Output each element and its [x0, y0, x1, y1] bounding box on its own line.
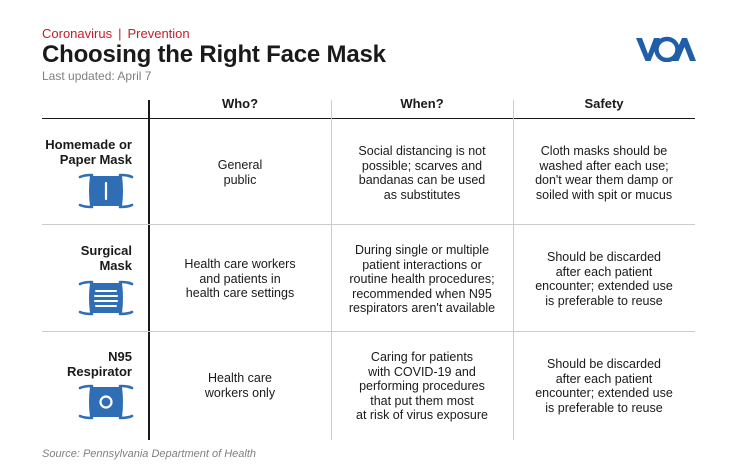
page-title: Choosing the Right Face Mask	[42, 41, 386, 68]
source-note: Source: Pennsylvania Department of Healt…	[42, 448, 257, 460]
cell-homemade-who: General public	[217, 158, 263, 187]
kicker: Coronavirus | Prevention	[42, 26, 190, 41]
column-header-safety: Safety	[584, 96, 624, 111]
cell-homemade-when: Social distancing is not possible; scarv…	[358, 144, 486, 202]
cell-surgical-who: Health care workers and patients in heal…	[184, 257, 296, 300]
cell-n95-who: Health care workers only	[204, 371, 276, 400]
kicker-separator: |	[118, 26, 122, 41]
column-header-when: When?	[400, 96, 444, 111]
cell-surgical-when: During single or multiple patient intera…	[348, 243, 496, 315]
row-divider	[42, 224, 695, 225]
kicker-topic: Coronavirus	[42, 26, 113, 41]
column-header-who: Who?	[221, 96, 259, 111]
row-label-line: N95	[108, 349, 132, 364]
row-label-line: Paper Mask	[59, 152, 132, 167]
row-label-line: Homemade or	[45, 137, 132, 152]
column-divider	[513, 100, 514, 440]
row-label-n95: N95 Respirator	[22, 349, 132, 379]
row-label-line: Mask	[99, 258, 132, 273]
kicker-section: Prevention	[127, 26, 190, 41]
row-divider	[42, 331, 695, 332]
n95-respirator-icon	[78, 384, 134, 420]
row-label-line: Respirator	[66, 364, 132, 379]
row-label-line: Surgical	[80, 243, 132, 258]
cell-surgical-safety: Should be discarded after each patient e…	[535, 250, 673, 308]
row-label-surgical: Surgical Mask	[22, 243, 132, 273]
surgical-mask-icon	[78, 280, 134, 316]
header-rule	[42, 118, 695, 119]
table-vertical-rule	[148, 100, 150, 440]
row-label-homemade: Homemade or Paper Mask	[22, 137, 132, 167]
last-updated: Last updated: April 7	[42, 69, 152, 83]
column-divider	[331, 100, 332, 440]
cell-n95-when: Caring for patients with COVID-19 and pe…	[356, 350, 488, 422]
homemade-mask-icon	[78, 173, 134, 209]
cell-n95-safety: Should be discarded after each patient e…	[535, 357, 673, 415]
cell-homemade-safety: Cloth masks should be washed after each …	[535, 144, 673, 202]
voa-logo-icon	[636, 36, 696, 62]
